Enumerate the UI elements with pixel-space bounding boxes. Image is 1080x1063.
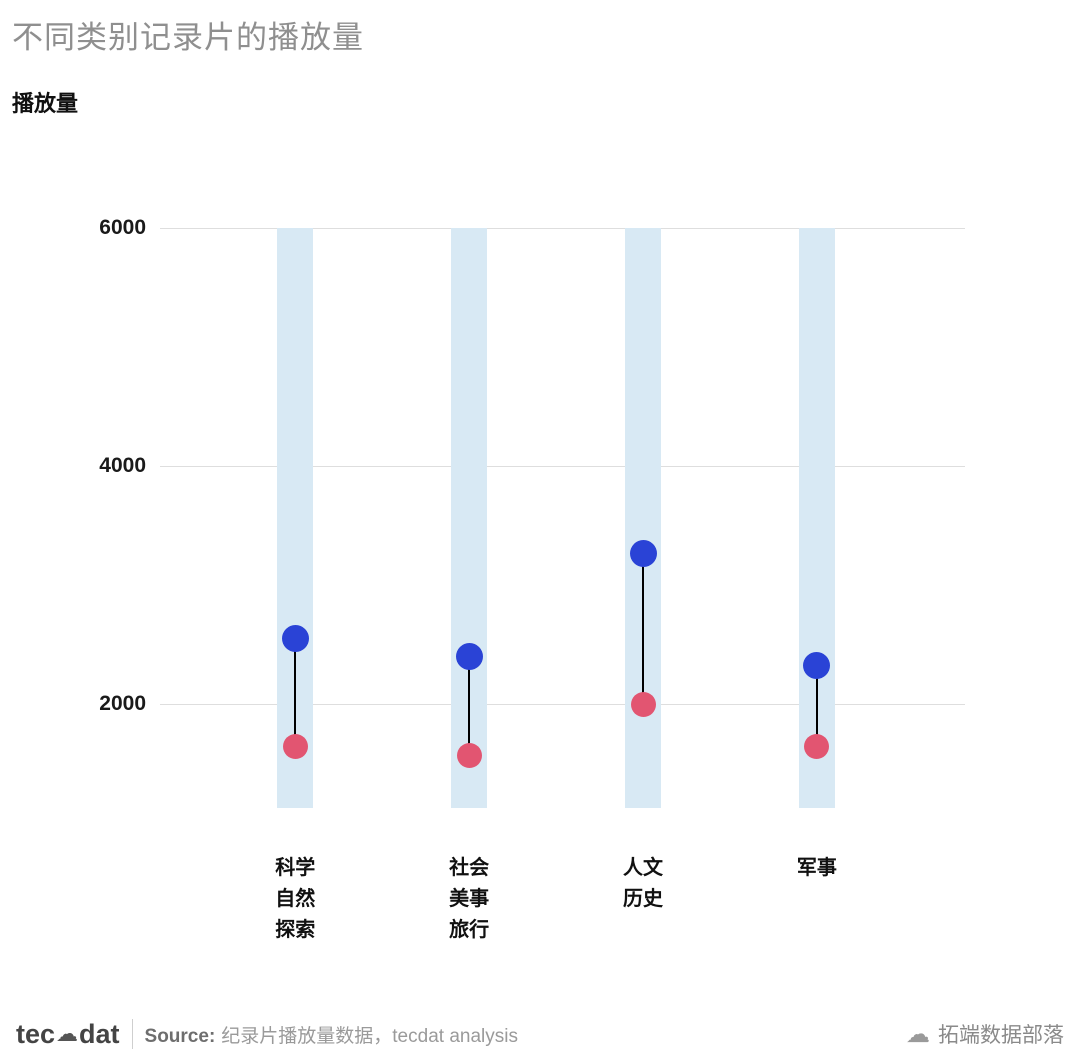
- y-tick-label: 6000: [99, 216, 146, 239]
- low-value-dot: [456, 743, 482, 769]
- gridline: [160, 466, 965, 468]
- cloud-icon: ☁: [56, 1021, 79, 1046]
- footer: tec ☁ dat Source: 纪录片播放量数据，tecdat analysi…: [0, 1005, 1080, 1063]
- x-axis-label: 军事: [796, 857, 837, 879]
- gridline: [160, 228, 965, 229]
- brand-name: 拓端数据部落: [938, 1024, 1064, 1047]
- y-tick-label: 4000: [99, 454, 146, 478]
- y-tick-label: 2000: [99, 692, 146, 716]
- x-axis-label: 社会 美事 旅行: [449, 857, 490, 941]
- footer-divider: [131, 1019, 133, 1049]
- high-value-dot: [281, 625, 309, 653]
- low-value-dot: [630, 691, 656, 717]
- x-axis-label: 科学 自然 探索: [275, 857, 316, 941]
- connector-line: [641, 553, 645, 705]
- connector-line: [815, 665, 819, 747]
- connector-line: [293, 638, 297, 747]
- connector-line: [467, 656, 471, 756]
- brand: ☁ 拓端数据部落: [906, 1019, 1064, 1049]
- logo-text-suffix: dat: [79, 1018, 120, 1049]
- high-value-dot: [803, 651, 831, 679]
- source-line: Source: 纪录片播放量数据，tecdat analysis: [145, 1021, 518, 1048]
- tecdat-logo: tec ☁ dat: [16, 1019, 120, 1050]
- low-value-dot: [282, 733, 308, 759]
- brand-cloud-icon: ☁: [906, 1020, 930, 1048]
- chart: 6000 4000 2000: [0, 216, 1080, 808]
- plot-area: [160, 228, 965, 808]
- x-axis-label: 人文 历史: [623, 857, 663, 910]
- gridline: [160, 704, 965, 706]
- low-value-dot: [804, 733, 830, 759]
- logo-text-prefix: tec: [16, 1018, 56, 1049]
- category-band: [625, 228, 661, 808]
- high-value-dot: [629, 539, 657, 567]
- y-axis-title: 播放量: [12, 91, 79, 116]
- footer-left: tec ☁ dat Source: 纪录片播放量数据，tecdat analysi…: [16, 1019, 518, 1050]
- source-label: Source:: [144, 1025, 216, 1047]
- source-text: 纪录片播放量数据，tecdat analysis: [221, 1025, 518, 1047]
- high-value-dot: [455, 643, 483, 671]
- x-axis-labels: 科学 自然 探索 社会 美事 旅行 人文 历史 军事: [0, 853, 1080, 983]
- page-title: 不同类别记录片的播放量: [12, 20, 364, 55]
